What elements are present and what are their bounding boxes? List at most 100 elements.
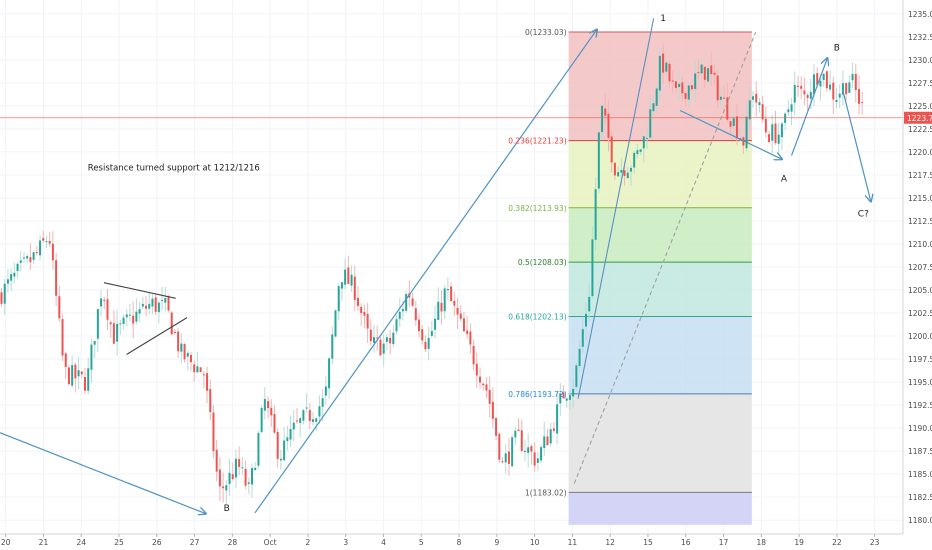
candle-body [344,269,347,285]
candle-body [597,132,600,189]
candle-body [263,399,266,411]
candle-body [145,305,148,309]
candle-body [244,469,247,486]
y-tick-label: 1227.50 [908,79,932,88]
candle-body [35,252,38,254]
candle-body [51,243,54,261]
candle-body [138,309,141,314]
x-tick-label: 21 [39,538,49,547]
x-tick-label: 23 [870,538,880,547]
candle-body [774,123,777,144]
y-tick-label: 1220.00 [908,148,932,157]
y-tick-label: 1197.50 [908,355,932,364]
candle-body [199,367,202,373]
candle-body [295,420,298,422]
candlesticks [0,43,864,504]
candle-body [39,240,42,256]
candle-body [536,458,539,463]
candle-body [578,348,581,366]
candle-body [517,429,520,432]
trend-line [577,18,655,399]
candle-body [13,272,16,277]
candle-body [649,109,652,138]
y-tick-label: 1232.50 [908,33,932,42]
candle-body [543,436,546,449]
candle-body [530,446,533,452]
candle-body [279,458,282,461]
y-tick-label: 1190.00 [908,424,932,433]
candle-body [684,92,687,99]
candle-body [347,267,350,284]
y-tick-label: 1180.00 [908,516,932,525]
trend-arrow [0,432,206,514]
candle-body [604,108,607,116]
candle-body [414,308,417,321]
candle-body [668,63,671,82]
candle-body [485,384,488,391]
candle-body [687,85,690,100]
candle-body [549,429,552,444]
candle-body [662,53,665,73]
candle-body [234,458,237,478]
candle-body [556,404,559,434]
candle-body [495,418,498,436]
fib-label-0.618: 0.618(1202.13) [508,312,566,321]
candle-body [462,318,465,332]
fib-zone-0.786 [568,393,752,493]
candle-body [100,298,103,307]
candle-body [552,428,555,431]
candle-body [80,371,83,375]
candle-body [501,461,504,463]
candle-body [700,64,703,74]
trend-line [103,282,176,299]
candle-body [366,313,369,329]
candle-body [748,100,751,120]
candle-body [196,366,199,373]
candle-body [193,364,196,373]
candle-body [629,167,632,172]
candle-body [707,68,710,82]
candle-body [340,282,343,289]
current-price-label: 1223.71 [907,114,932,123]
candle-body [215,449,218,472]
x-tick-label: 4 [381,538,386,547]
y-tick-label: 1187.50 [908,447,932,456]
candle-body [321,398,324,407]
candle-body [173,331,176,333]
candle-body [752,96,755,100]
candle-body [591,239,594,297]
candle-body [427,337,430,349]
candle-body [405,293,408,311]
y-tick-label: 1202.50 [908,309,932,318]
wave-label: B [224,504,230,514]
candle-body [565,398,568,401]
candle-body [189,354,192,363]
candle-body [270,407,273,416]
candle-body [562,392,565,399]
x-tick-label: 19 [794,538,804,547]
trend-line [126,317,188,355]
candle-body [697,72,700,74]
candle-body [382,343,385,354]
candle-body [816,73,819,85]
candle-body [787,109,790,113]
candle-body [713,72,716,75]
y-tick-label: 1200.00 [908,332,932,341]
candle-body [32,252,35,260]
candle-body [678,83,681,88]
y-tick-label: 1235.00 [908,10,932,19]
x-tick-label: 16 [681,538,691,547]
y-axis-panel [903,0,932,550]
candle-body [613,162,616,176]
candle-body [289,428,292,440]
x-tick-label: 26 [152,538,162,547]
candle-body [305,407,308,409]
candle-body [106,299,109,320]
y-tick-label: 1212.50 [908,217,932,226]
candle-body [392,332,395,345]
candle-body [527,447,530,453]
candle-body [636,150,639,155]
candle-body [626,172,629,179]
candle-body [851,74,854,81]
y-tick-label: 1205.00 [908,286,932,295]
